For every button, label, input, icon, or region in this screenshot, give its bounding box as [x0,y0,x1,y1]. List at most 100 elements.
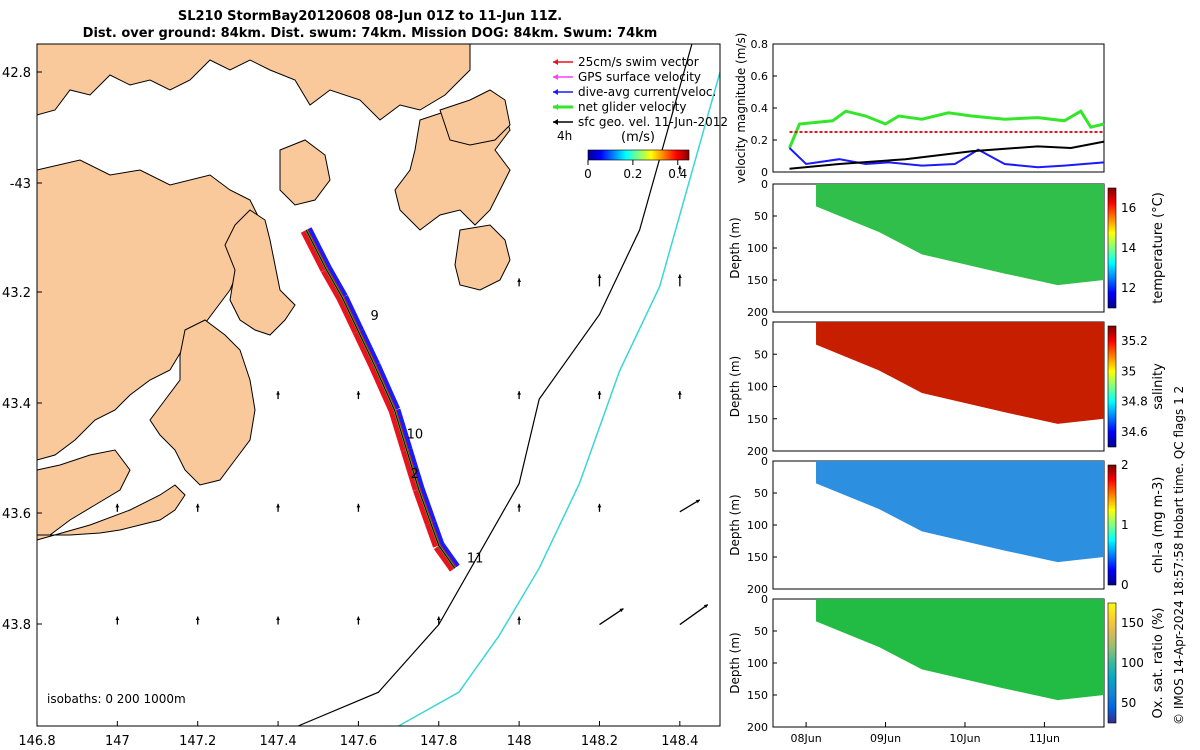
section-colorbar-tick-label: 12 [1121,281,1136,295]
colorbar-tick-label: 0 [584,167,592,181]
surface-vector-head [356,503,361,508]
dive-current-band [376,362,401,410]
dive-current-band [420,487,437,523]
section-y-tick-label: 100 [747,242,768,255]
y-tick-label: -43 [10,177,31,192]
surface-vector-head [597,274,602,278]
y-tick-label: 43.8 [2,618,31,633]
surface-vector-head [695,499,700,504]
legend-arrow [553,74,558,80]
land-polygon [454,224,511,291]
section-x-tick-label: 08Jun [791,732,822,745]
velocity-y-tick-label: 0 [761,166,768,179]
section-ylabel: Depth (m) [728,494,742,555]
section-colorbar-tick-label: 16 [1121,201,1136,215]
section-y-tick-label: 100 [747,519,768,532]
section-colorbar-tick-label: 0 [1121,578,1129,592]
surface-vector-head [115,616,120,621]
velocity-y-tick-label: 0.4 [751,102,769,115]
surface-vector-head [115,503,120,508]
surface-vector-head [597,391,602,395]
section-colorbar-tick-label: 35.2 [1121,334,1148,348]
velocity-y-tick-label: 0.6 [751,70,769,83]
surface-vector-head [276,616,280,621]
section-y-tick-label: 200 [747,721,768,734]
surface-velocity-vectors [115,165,709,626]
surface-vector-head [597,503,602,508]
swim-vector-band [388,409,411,452]
section-fill [816,322,1104,424]
velocity-ylabel: velocity magnitude (m/s) [734,33,748,184]
title-line-1: SL210 StormBay20120608 08-Jun 01Z to 11-… [177,9,563,24]
section-x-tick-label: 11Jun [1029,732,1060,745]
track-day-label: 11 [467,552,484,567]
section-y-tick-label: 150 [747,689,768,702]
section-y-tick-label: 150 [747,413,768,426]
dive-current-band [396,408,413,450]
surface-vector-head [356,616,361,621]
x-tick-label: 147.8 [420,734,457,749]
velocity-series-line [788,147,1105,169]
section-colorbar-label: salinity [1151,363,1166,410]
section-y-tick-label: 0 [761,455,768,468]
section-colorbar [1107,187,1117,309]
legend-entry: GPS surface velocity [578,70,701,84]
section-y-tick-label: 50 [754,348,768,361]
section-colorbar-tick-label: 35 [1121,364,1136,378]
surface-vector-head [517,503,522,508]
y-tick-label: 43.2 [2,286,31,301]
x-tick-label: 148 [507,734,532,749]
section-panel-chl-a: 0 50 100 150 200 Depth (m) 0 1 2 chl-a (mg m-3) [728,455,1166,596]
track-day-label: 10 [407,428,424,443]
map-ticks: 146.8 147 147.2 147.4 147.6 147.8 148 148.2 148.… [2,66,698,749]
section-y-tick-label: 150 [747,274,768,287]
track-day-labels: 9 10 2 11 [370,309,483,566]
y-tick-label: 42.8 [2,66,31,81]
section-ylabel: Depth (m) [728,217,742,278]
section-colorbar-tick-label: 50 [1121,696,1136,710]
isobath-1000m-line [398,71,721,727]
section-y-tick-label: 50 [754,625,768,638]
section-fill [816,599,1104,701]
section-y-tick-label: 50 [754,487,768,500]
surface-vector-head [195,503,200,508]
legend-entry: 25cm/s swim vector [578,55,699,69]
y-tick-label: 43.4 [2,397,31,412]
surface-vector-head [517,616,522,621]
colorbar-title: (m/s) [621,130,655,145]
y-tick-label: 43.6 [2,507,31,522]
track-day-label: 9 [370,309,378,324]
speed-colorbar: 0 0.2 0.4 [584,149,690,181]
legend-entry: dive-avg current veloc. [578,85,716,99]
section-colorbar [1107,325,1117,448]
x-tick-label: 146.8 [18,734,55,749]
section-ylabel: Depth (m) [728,356,742,417]
isobath-200m-line [297,43,693,727]
section-y-tick-label: 100 [747,381,768,394]
legend-arrow [553,104,558,110]
surface-vector-head [276,503,280,508]
section-panel-salinity: 0 50 100 150 200 Depth (m) 34.6 34.8 35 35.2 salin… [728,316,1166,458]
dive-current-band [307,227,332,269]
x-tick-label: 148.4 [661,734,698,749]
section-y-tick-label: 200 [747,583,768,596]
surface-vector-head [677,274,682,278]
surface-vector-head [677,165,682,170]
title-line-2: Dist. over ground: 84km. Dist. swum: 74k… [82,26,658,41]
x-tick-label: 147.4 [259,734,296,749]
land-polygon [439,89,511,146]
velocity-series-line [789,140,1105,170]
section-ylabel: Depth (m) [728,632,742,693]
dive-current-band [344,295,364,331]
section-colorbar-tick-label: 100 [1121,656,1144,670]
map-frame [36,43,721,727]
track-line [305,229,456,569]
land-polygon [279,139,331,206]
velocity-frame [772,43,1105,173]
section-colorbar-label: chl-a (mg m-3) [1151,477,1166,574]
surface-vector-head [356,391,361,395]
